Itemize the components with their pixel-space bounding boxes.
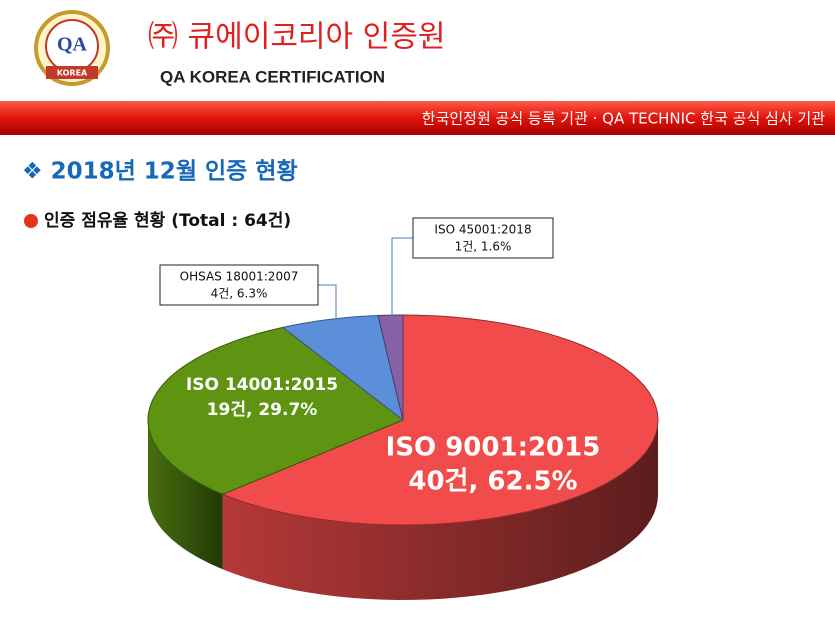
slice [147, 326, 404, 495]
slice [281, 314, 404, 422]
slice-label: ISO 9001:2015 [386, 433, 601, 463]
callout-label: ISO 45001:2018 [434, 223, 531, 237]
callout-box [159, 264, 319, 306]
slice-side [148, 420, 223, 570]
pie: ISO 9001:2015 40건, 62.5% ISO 14001:2015 19건… [147, 217, 659, 600]
banner-text: 한국인정원 공식 등록 기관 · QA TECHNIC 한국 공식 심사 기관 [422, 110, 825, 128]
chart-title: 인증 점유율 현황 (Total : 64건) [44, 211, 291, 231]
bullet [24, 214, 38, 228]
leader-line [318, 284, 337, 322]
slice-value-label: 40건, 62.5% [408, 467, 577, 497]
logo-sub: KOREA [57, 69, 88, 78]
banner [0, 101, 835, 135]
callout-value: 4건, 6.3% [211, 287, 268, 301]
company-en: QA KOREA CERTIFICATION [160, 67, 385, 86]
slice-value-label: 19건, 29.7% [207, 400, 318, 420]
slice-side [222, 420, 658, 600]
section-title: ❖ 2018년 12월 인증 현황 [22, 159, 298, 185]
company-name: ㈜ 큐에이코리아 인증원 [148, 20, 445, 55]
slice [221, 314, 659, 526]
slice-label: ISO 14001:2015 [186, 375, 338, 395]
callout-box [412, 217, 554, 259]
logo: QA KOREA [34, 10, 110, 86]
slice [377, 314, 404, 421]
callout-label: OHSAS 18001:2007 [180, 270, 299, 284]
callout-value: 1건, 1.6% [455, 240, 512, 254]
logo-text: QA [57, 34, 88, 56]
leader-line [391, 237, 413, 318]
